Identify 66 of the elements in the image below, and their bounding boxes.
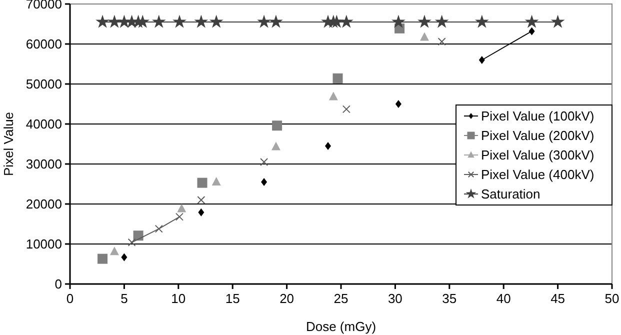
- point: [175, 212, 184, 221]
- point: [197, 178, 208, 188]
- y-axis-title: Pixel Value: [1, 112, 16, 176]
- y-tick-label: 60000: [26, 36, 62, 52]
- x-tick-label: 30: [388, 291, 402, 306]
- point: [121, 253, 128, 262]
- point: [438, 38, 446, 46]
- y-tick-label: 10000: [26, 236, 62, 252]
- legend-label: Saturation: [481, 186, 540, 202]
- point: [98, 254, 108, 264]
- x-tick-label: 0: [66, 291, 74, 306]
- point: [269, 14, 283, 28]
- point: [271, 142, 280, 150]
- point: [272, 120, 282, 131]
- point: [257, 14, 271, 28]
- point: [324, 142, 331, 150]
- point: [194, 14, 208, 28]
- y-tick-label: 30000: [26, 156, 62, 172]
- point: [197, 196, 206, 204]
- x-tick-label: 50: [604, 291, 620, 306]
- x-tick-label: 20: [280, 291, 294, 306]
- point: [172, 14, 186, 28]
- point: [261, 178, 268, 186]
- legend-label: Pixel Value (200kV): [481, 128, 594, 144]
- point: [96, 14, 110, 28]
- point: [420, 32, 429, 41]
- point: [524, 14, 539, 28]
- point: [212, 177, 221, 186]
- point: [342, 105, 350, 114]
- y-tick-label: 50000: [26, 76, 62, 92]
- point: [395, 100, 402, 108]
- point: [198, 208, 204, 216]
- point: [418, 14, 432, 28]
- point: [528, 27, 535, 36]
- point: [474, 14, 489, 28]
- point: [209, 14, 224, 28]
- point: [478, 56, 485, 64]
- y-tick-label: 0: [54, 276, 62, 292]
- y-tick-label: 40000: [26, 116, 62, 132]
- x-tick-label: 40: [496, 291, 511, 306]
- legend-label: Pixel Value (100kV): [481, 108, 594, 124]
- legend-label: Pixel Value (400kV): [481, 167, 594, 182]
- point: [128, 238, 136, 246]
- x-tick-label: 5: [120, 291, 128, 306]
- legend-label: Pixel Value (300kV): [481, 148, 594, 163]
- point: [110, 246, 119, 256]
- point: [107, 14, 122, 28]
- x-axis-title: Dose (mGy): [306, 319, 376, 334]
- x-tick-label: 15: [225, 291, 240, 306]
- x-tick-label: 25: [334, 291, 348, 306]
- x-tick-label: 45: [550, 291, 566, 306]
- point: [260, 158, 268, 166]
- point: [332, 73, 343, 84]
- point: [328, 92, 338, 100]
- point: [330, 14, 344, 28]
- point: [154, 224, 163, 233]
- x-tick-label: 35: [442, 291, 457, 306]
- x-tick-label: 10: [171, 291, 186, 306]
- point: [434, 14, 449, 28]
- point: [392, 14, 406, 28]
- y-tick-label: 20000: [26, 196, 62, 212]
- point: [339, 14, 354, 28]
- point: [152, 14, 166, 28]
- point: [550, 14, 565, 28]
- point: [177, 204, 186, 212]
- point: [136, 14, 150, 28]
